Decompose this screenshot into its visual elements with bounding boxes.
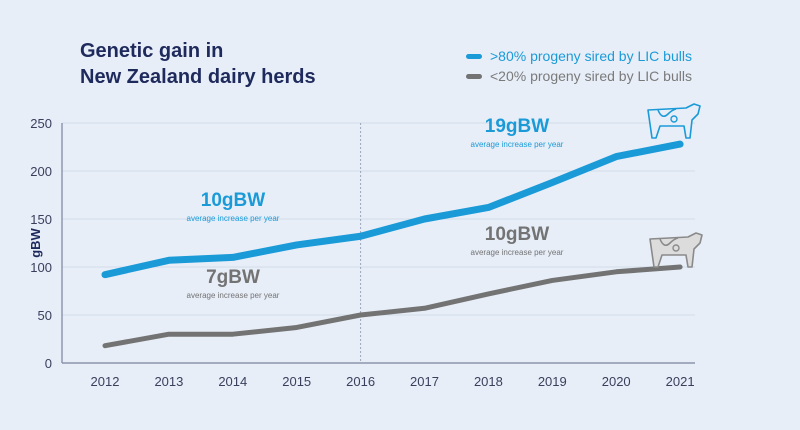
chart-title-line-2: New Zealand dairy herds [80,66,316,88]
annotation-subtext: average increase per year [471,248,564,257]
legend-item-high: >80% progeny sired by LIC bulls [466,46,692,66]
annotation-value: 19gBW [485,116,549,137]
y-tick-label: 100 [30,260,52,275]
legend: >80% progeny sired by LIC bulls <20% pro… [466,46,692,86]
x-tick-label: 2021 [666,374,695,389]
chart-title-line-1: Genetic gain in [80,40,224,62]
legend-swatch-low [466,73,482,79]
annotation-value: 10gBW [485,224,549,245]
x-tick-label: 2018 [474,374,503,389]
y-tick-label: 250 [30,116,52,131]
chart-title: Genetic gain in New Zealand dairy herds [80,38,316,90]
cow-icon [647,103,701,139]
annotation-value: 7gBW [206,267,260,288]
legend-item-low: <20% progeny sired by LIC bulls [466,66,692,86]
y-tick-label: 150 [30,212,52,227]
x-tick-label: 2019 [538,374,567,389]
y-axis-label: gBW [28,227,43,257]
x-tick-label: 2016 [346,374,375,389]
legend-swatch-high [466,53,482,59]
annotation-subtext: average increase per year [187,214,280,223]
y-tick-label: 200 [30,164,52,179]
annotation-subtext: average increase per year [471,140,564,149]
cow-icon [649,232,703,268]
legend-label-low: <20% progeny sired by LIC bulls [490,68,692,84]
series-line-0 [101,140,684,279]
annotation-subtext: average increase per year [187,291,280,300]
x-tick-label: 2012 [91,374,120,389]
y-tick-label: 50 [38,308,52,323]
x-tick-label: 2013 [154,374,183,389]
x-tick-label: 2014 [218,374,247,389]
series-line-1 [102,264,683,349]
x-tick-label: 2020 [602,374,631,389]
x-tick-label: 2015 [282,374,311,389]
x-tick-label: 2017 [410,374,439,389]
legend-label-high: >80% progeny sired by LIC bulls [490,48,692,64]
y-tick-label: 0 [45,356,52,371]
annotation-value: 10gBW [201,190,265,211]
